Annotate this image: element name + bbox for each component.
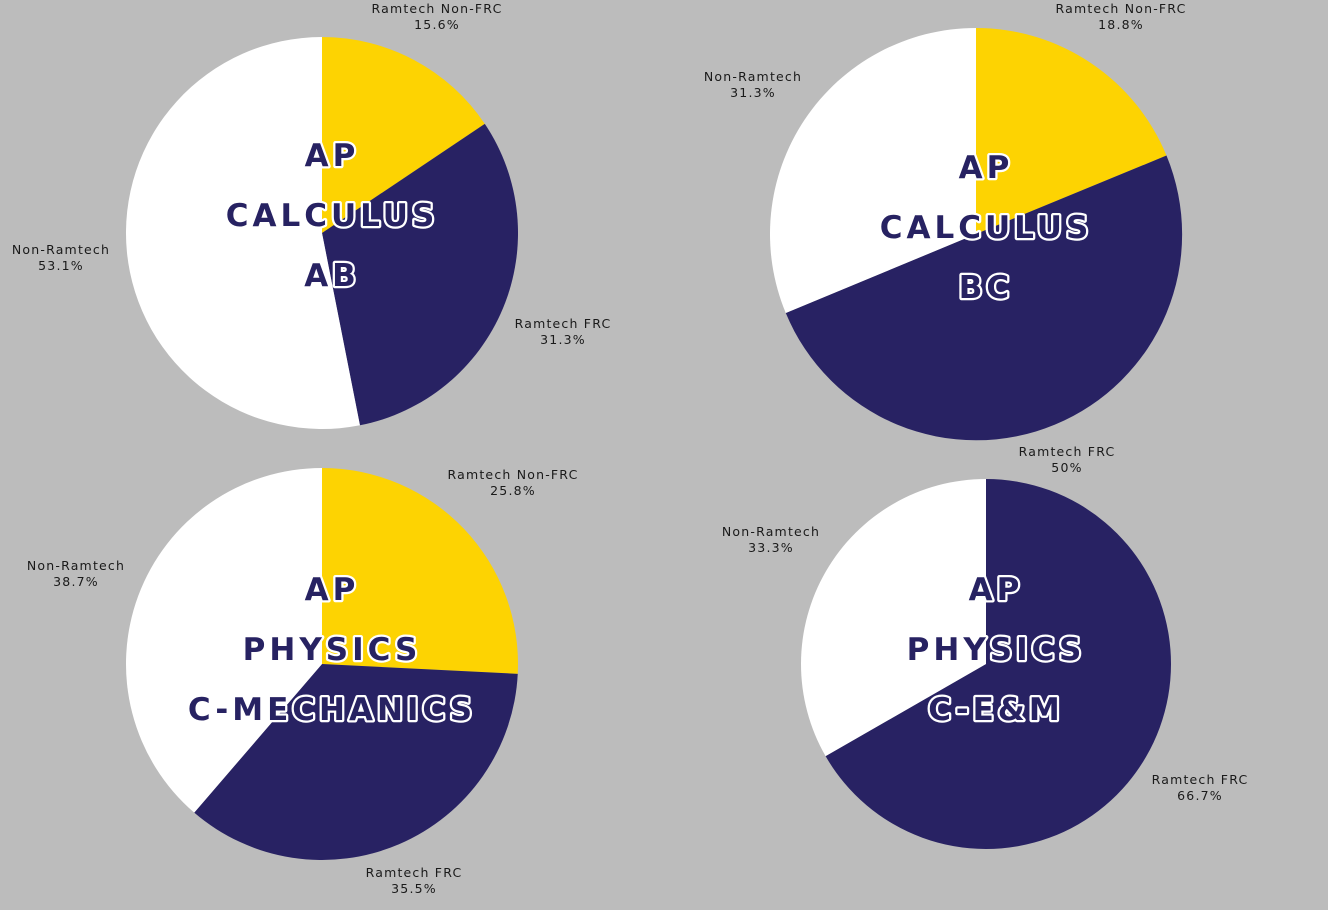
pie-slice-ramtech-non-frc	[322, 468, 518, 674]
slice-value-ramtech-frc: 50%	[1051, 460, 1082, 475]
slice-label-non-ramtech: Non-Ramtech	[722, 524, 820, 539]
pie-slice-non-ramtech	[125, 468, 322, 813]
chart-title-line: C-E&M	[928, 692, 1063, 728]
chart-title-line: AP	[959, 150, 1014, 186]
slice-value-ramtech-non-frc: 18.8%	[1098, 17, 1144, 32]
slice-label-ramtech-frc: Ramtech FRC	[1152, 772, 1249, 787]
pie-slice-ramtech-frc	[825, 479, 1172, 849]
slice-label-non-ramtech: Non-Ramtech	[12, 242, 110, 257]
chart-title-line: AP	[305, 138, 360, 174]
chart-title-line: CALCULUS	[226, 198, 439, 234]
slice-label-ramtech-non-frc: Ramtech Non-FRC	[1055, 1, 1186, 16]
slice-value-non-ramtech: 53.1%	[38, 258, 84, 273]
slice-value-non-ramtech: 33.3%	[748, 540, 794, 555]
chart-title-line: AB	[304, 258, 360, 294]
chart-title-line: AP	[305, 572, 360, 608]
slice-value-ramtech-frc: 35.5%	[391, 881, 437, 896]
pie-slice-non-ramtech	[801, 479, 986, 757]
slice-label-ramtech-frc: Ramtech FRC	[1019, 444, 1116, 459]
chart-title-line: PHYSICS	[907, 632, 1086, 668]
slice-value-non-ramtech: 31.3%	[730, 85, 776, 100]
chart-title-line: AP	[969, 572, 1024, 608]
slice-value-ramtech-frc: 66.7%	[1177, 788, 1223, 803]
slice-label-non-ramtech: Non-Ramtech	[704, 69, 802, 84]
chart-title-line: PHYSICS	[243, 632, 422, 668]
slice-label-ramtech-non-frc: Ramtech Non-FRC	[371, 1, 502, 16]
slice-label-ramtech-frc: Ramtech FRC	[366, 865, 463, 880]
pie-slice-ramtech-frc	[785, 155, 1183, 441]
chart-title-line: BC	[959, 270, 1013, 306]
pie-slice-ramtech-non-frc	[976, 28, 1167, 234]
slice-value-ramtech-non-frc: 15.6%	[414, 17, 460, 32]
slice-value-ramtech-non-frc: 25.8%	[490, 483, 536, 498]
slice-label-ramtech-non-frc: Ramtech Non-FRC	[447, 467, 578, 482]
slice-value-non-ramtech: 38.7%	[53, 574, 99, 589]
chart-title-line: C-MECHANICS	[188, 692, 476, 728]
pie-slice-non-ramtech	[125, 37, 360, 429]
slice-label-ramtech-frc: Ramtech FRC	[515, 316, 612, 331]
pie-slice-ramtech-frc	[322, 123, 519, 426]
chart-title-line: CALCULUS	[880, 210, 1093, 246]
pie-slice-non-ramtech	[769, 27, 976, 314]
slice-label-non-ramtech: Non-Ramtech	[27, 558, 125, 573]
pie-slice-ramtech-frc	[194, 664, 518, 860]
slice-value-ramtech-frc: 31.3%	[540, 332, 586, 347]
pie-slice-ramtech-non-frc	[322, 37, 485, 233]
